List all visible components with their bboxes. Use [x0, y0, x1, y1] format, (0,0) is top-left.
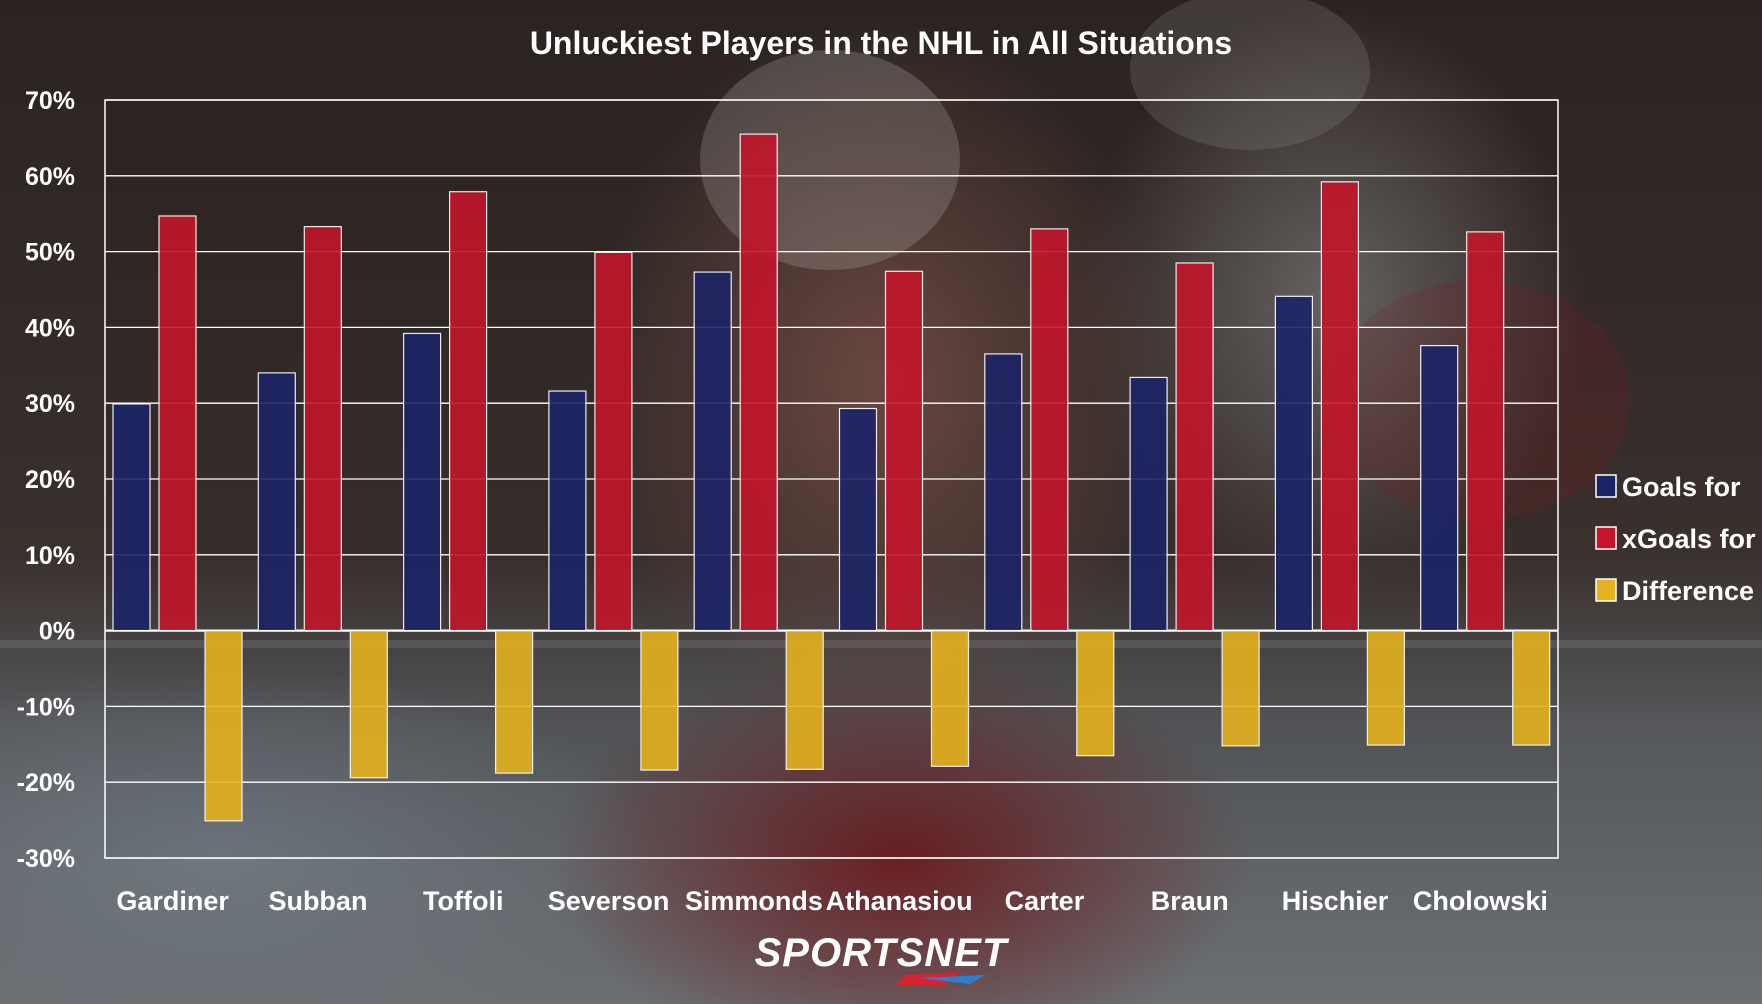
x-tick-label: Braun: [1151, 886, 1229, 916]
bar-difference-cholowski: [1512, 629, 1551, 746]
bar-goals-for-subban: [257, 372, 296, 632]
x-tick-label: Toffoli: [423, 886, 503, 916]
bar-goals-for-carter: [984, 353, 1023, 632]
x-tick-label: Simmonds: [685, 886, 823, 916]
bar-xgoals-for-simmonds: [739, 133, 778, 632]
bar-xgoals-for-cholowski: [1466, 231, 1505, 632]
brand-swoosh: [895, 972, 960, 986]
bar-xgoals-for-severson: [594, 251, 633, 632]
y-tick-label: -30%: [17, 845, 75, 873]
y-tick-label: 30%: [25, 390, 75, 418]
bar-difference-gardiner: [204, 629, 243, 822]
brand-swoosh-blue: [920, 975, 985, 984]
legend-label: Goals for: [1622, 472, 1741, 502]
x-tick-label: Gardiner: [116, 886, 229, 916]
bar-goals-for-severson: [548, 390, 587, 632]
bar-goals-for-braun: [1129, 376, 1168, 632]
x-tick-label: Severson: [548, 886, 670, 916]
legend-label: xGoals for: [1622, 524, 1756, 554]
bar-xgoals-for-carter: [1030, 228, 1069, 632]
y-tick-label: 10%: [25, 542, 75, 570]
bar-goals-for-hischier: [1274, 295, 1314, 632]
x-tick-label: Carter: [1005, 886, 1085, 916]
y-tick-label: 40%: [25, 314, 75, 342]
x-tick-label: Athanasiou: [826, 886, 973, 916]
y-tick-label: 0%: [39, 618, 75, 646]
chart-title: Unluckiest Players in the NHL in All Sit…: [530, 25, 1232, 61]
y-tick-label: -10%: [17, 693, 75, 721]
bar-xgoals-for-gardiner: [158, 215, 197, 632]
y-tick-label: 50%: [25, 239, 75, 267]
bar-xgoals-for-subban: [303, 225, 342, 632]
bar-difference-carter: [1076, 629, 1115, 757]
bar-goals-for-cholowski: [1420, 344, 1459, 632]
legend: Goals for xGoals for Difference: [1595, 472, 1756, 606]
y-tick-label: 60%: [25, 163, 75, 191]
bar-difference-toffoli: [495, 629, 534, 774]
bar-goals-for-gardiner: [112, 403, 151, 632]
bar-difference-severson: [640, 629, 679, 771]
bar-xgoals-for-athanasiou: [884, 270, 924, 632]
bar-xgoals-for-hischier: [1320, 181, 1360, 632]
brand-wordmark: SPORTSNET: [755, 931, 1010, 975]
x-tick-label: Cholowski: [1413, 886, 1548, 916]
bar-difference-hischier: [1366, 629, 1406, 746]
legend-swatch: [1595, 474, 1617, 498]
bar-xgoals-for-braun: [1175, 262, 1214, 632]
bar-goals-for-toffoli: [403, 332, 442, 632]
bar-difference-athanasiou: [930, 629, 970, 767]
x-tick-label: Hischier: [1282, 886, 1389, 916]
y-tick-label: -20%: [17, 769, 75, 797]
bar-goals-for-athanasiou: [838, 407, 878, 632]
bar-xgoals-for-toffoli: [449, 191, 488, 632]
bar-difference-simmonds: [785, 629, 824, 770]
legend-label: Difference: [1622, 576, 1754, 606]
x-tick-label: Subban: [268, 886, 367, 916]
bar-difference-subban: [349, 629, 388, 779]
sportsnet-logo: SPORTSNET: [755, 931, 1010, 986]
legend-swatch: [1595, 578, 1617, 602]
legend-swatch: [1595, 526, 1617, 550]
bar-difference-braun: [1221, 629, 1260, 747]
y-tick-label: 20%: [25, 466, 75, 494]
bar-goals-for-simmonds: [693, 271, 732, 632]
y-tick-label: 70%: [25, 87, 75, 115]
